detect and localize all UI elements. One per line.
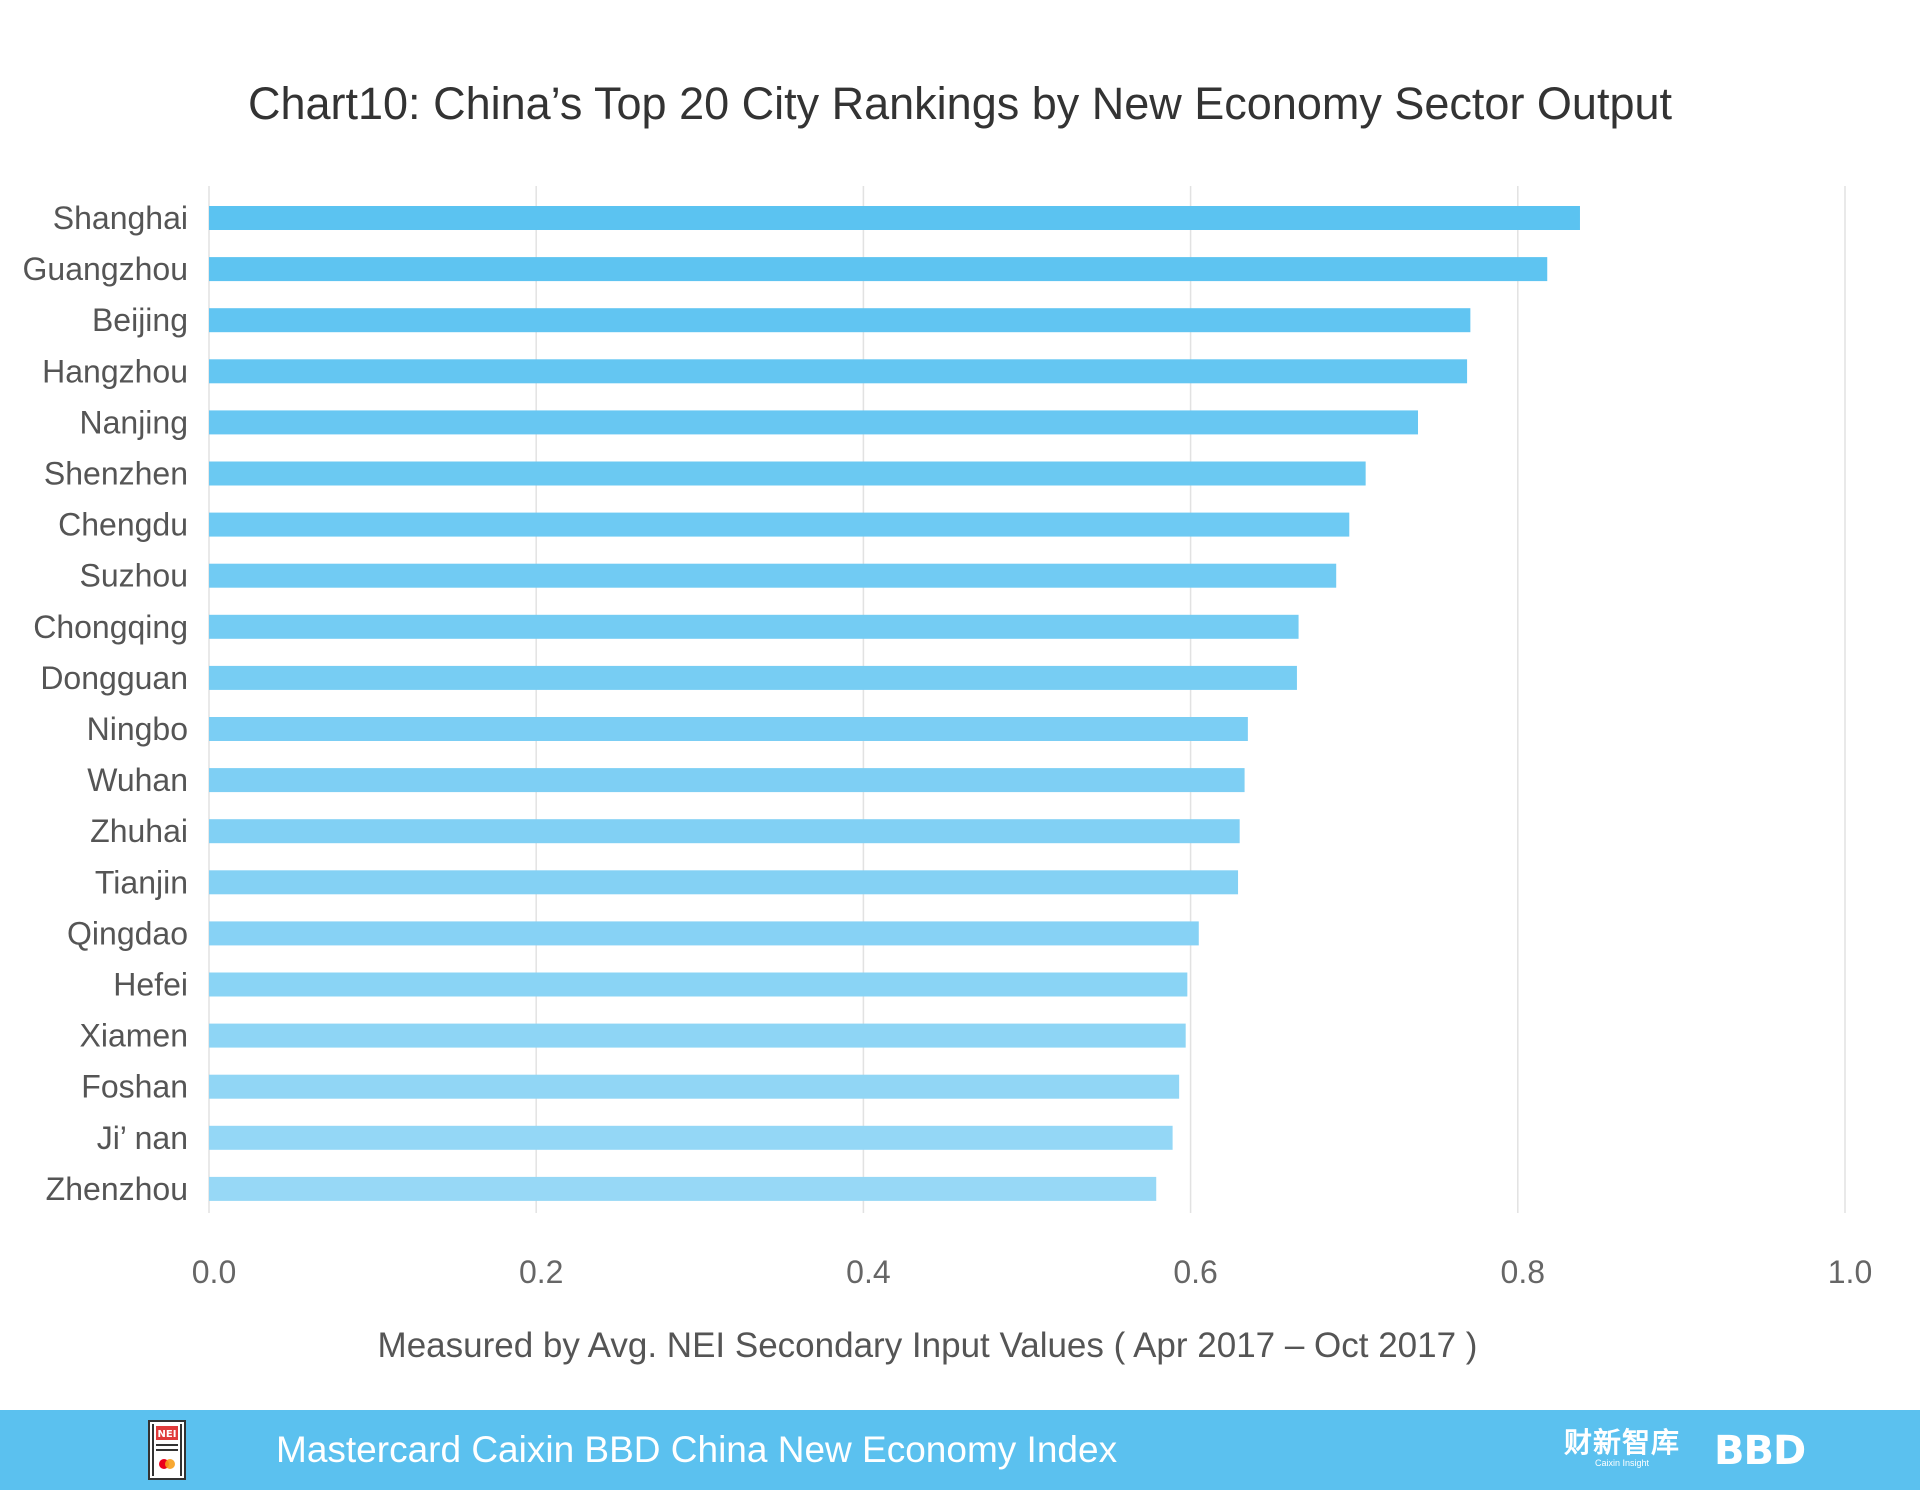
bar <box>209 972 1188 997</box>
bar <box>209 563 1337 588</box>
footer-title: Mastercard Caixin BBD China New Economy … <box>276 1429 1118 1470</box>
bar <box>209 1074 1180 1099</box>
bar <box>209 308 1471 333</box>
bar-chart: Shanghai Guangzhou Beijing Hangzhou Nanjing S… <box>23 186 1872 1290</box>
bar <box>209 665 1297 690</box>
category-label: Beijing <box>92 302 188 338</box>
footer-bar: NEI Mastercard Caixin BBD China New Econ… <box>0 1410 1920 1490</box>
bar <box>209 359 1468 384</box>
category-label: Ningbo <box>87 711 188 747</box>
category-label: Zhenzhou <box>46 1171 188 1207</box>
caixin-logo-subtext: Caixin Insight <box>1594 1458 1650 1468</box>
x-tick-label: 0.6 <box>1173 1254 1217 1290</box>
category-label: Ji’ nan <box>97 1120 188 1156</box>
bar <box>209 1176 1157 1201</box>
bars <box>209 206 1580 1201</box>
category-label: Xiamen <box>80 1018 189 1054</box>
x-tick-label: 0.4 <box>846 1254 890 1290</box>
caixin-insight-logo: 财新智库 Caixin Insight <box>1564 1427 1681 1469</box>
chart-title: Chart10: China’s Top 20 City Rankings by… <box>247 78 1673 129</box>
category-label: Wuhan <box>87 762 188 798</box>
category-label: Hangzhou <box>42 353 188 389</box>
x-axis-label: Measured by Avg. NEI Secondary Input Val… <box>377 1326 1478 1365</box>
category-label: Hefei <box>113 967 188 1003</box>
category-label: Qingdao <box>67 915 188 951</box>
category-label: Nanjing <box>79 404 188 440</box>
x-tick-labels: 0.0 0.2 0.4 0.6 0.8 1.0 <box>192 1254 1872 1290</box>
category-label: Zhuhai <box>90 813 188 849</box>
bar <box>209 1125 1173 1150</box>
bbd-logo: BBD <box>1714 1428 1806 1474</box>
bar <box>209 717 1248 741</box>
x-tick-label: 0.2 <box>519 1254 563 1290</box>
bar <box>209 1023 1186 1048</box>
bar <box>209 768 1245 793</box>
category-label: Suzhou <box>79 558 188 594</box>
category-labels: Shanghai Guangzhou Beijing Hangzhou Nanjing S… <box>23 200 188 1207</box>
bar <box>209 257 1548 282</box>
bar <box>209 461 1366 486</box>
grid-lines <box>208 186 1846 1213</box>
x-tick-label: 1.0 <box>1828 1254 1872 1290</box>
caixin-logo-text: 财新智库 <box>1564 1427 1681 1458</box>
bar <box>209 614 1299 639</box>
bar <box>209 870 1239 895</box>
category-label: Chongqing <box>33 609 188 645</box>
x-tick-label: 0.0 <box>192 1254 236 1290</box>
category-label: Tianjin <box>95 864 188 900</box>
category-label: Shanghai <box>53 200 188 236</box>
bar <box>209 921 1199 946</box>
category-label: Dongguan <box>40 660 188 696</box>
category-label: Chengdu <box>58 507 188 543</box>
category-label: Foshan <box>81 1069 188 1105</box>
bar <box>209 819 1240 844</box>
x-tick-label: 0.8 <box>1501 1254 1545 1290</box>
bar <box>209 512 1350 537</box>
svg-text:NEI: NEI <box>158 1429 177 1440</box>
category-label: Shenzhen <box>44 456 188 492</box>
category-label: Guangzhou <box>23 251 188 287</box>
bar <box>209 410 1419 435</box>
bar <box>209 206 1580 230</box>
nei-logo-icon: NEI <box>148 1420 186 1480</box>
